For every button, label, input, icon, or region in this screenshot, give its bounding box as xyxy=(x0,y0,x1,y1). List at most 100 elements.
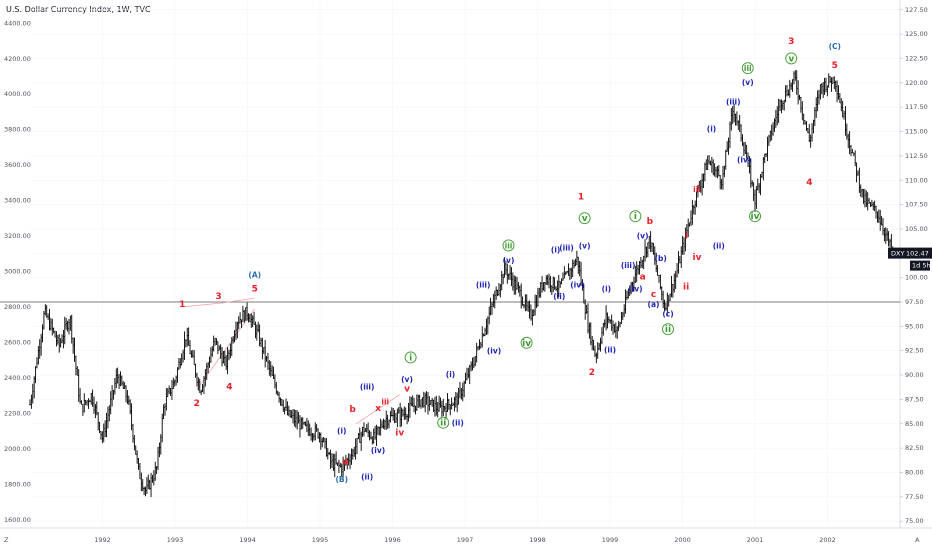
wave-label: ii xyxy=(440,419,446,429)
time-axis[interactable]: 1992 1993 1994 1995 1996 1997 1998 1999 2000 2001… xyxy=(94,536,836,544)
left-price-axis: 1600.00 1800.00 2000.00 2200.00 2400.00 2600.… xyxy=(4,19,31,524)
wave-label: a xyxy=(640,273,646,283)
wave-label: 5 xyxy=(832,61,838,71)
right-tick-label: 77.50 xyxy=(905,493,924,501)
wave-label: (iv) xyxy=(570,280,584,289)
wave-circle xyxy=(785,52,798,65)
wave-circle xyxy=(404,351,417,364)
wave-label: iii xyxy=(744,64,752,73)
wave-label: (iii) xyxy=(621,261,636,270)
price-bars xyxy=(29,70,894,498)
wave-label: i xyxy=(685,232,688,242)
wave-label: (v) xyxy=(742,78,754,87)
wave-label: 4 xyxy=(806,178,812,188)
wave-label: iv xyxy=(395,428,404,438)
wave-label: (v) xyxy=(401,375,413,384)
wave-circle xyxy=(662,323,674,336)
left-tick-label: 3000.00 xyxy=(4,268,31,276)
wave-label: (ii) xyxy=(713,241,725,250)
wave-circle xyxy=(749,210,761,223)
left-tick-label: 1600.00 xyxy=(4,516,31,524)
time-tick-label: 1997 xyxy=(457,536,474,544)
wave-label: c xyxy=(651,290,656,300)
wave-label: iv xyxy=(751,212,760,222)
wave-circle xyxy=(437,416,450,429)
price-tag: DXY 102.47 1d 5h xyxy=(888,247,932,271)
axis-corner-left[interactable]: Z xyxy=(4,536,9,544)
left-tick-label: 3200.00 xyxy=(4,232,31,240)
left-tick-label: 2000.00 xyxy=(4,445,31,453)
right-tick-label: 107.50 xyxy=(905,201,928,209)
wave-guide-line xyxy=(356,394,400,425)
wave-label: (v) xyxy=(503,256,515,265)
grid xyxy=(0,0,932,529)
wave-circle xyxy=(502,239,515,252)
left-tick-label: 2600.00 xyxy=(4,339,31,347)
wave-label: (i) xyxy=(337,427,346,436)
right-tick-label: 85.00 xyxy=(905,420,924,428)
wave-label: (i) xyxy=(602,284,611,293)
right-price-axis[interactable]: 75.00 77.50 80.00 82.50 85.00 87.50 90.00 92.50… xyxy=(900,6,928,525)
left-tick-label: 3600.00 xyxy=(4,161,31,169)
left-tick-label: 4000.00 xyxy=(4,90,31,98)
right-tick-label: 87.50 xyxy=(905,395,924,403)
wave-label: 5 xyxy=(252,284,258,294)
wave-label: (iv) xyxy=(487,347,501,356)
left-tick-label: 3800.00 xyxy=(4,126,31,134)
left-tick-label: 1800.00 xyxy=(4,481,31,489)
wave-label: iii xyxy=(381,397,389,406)
right-tick-label: 95.00 xyxy=(905,322,924,330)
wave-label: (B) xyxy=(335,475,348,484)
wave-label: (iii) xyxy=(476,280,491,289)
time-tick-label: 2001 xyxy=(747,536,764,544)
price-tag-symbol: DXY xyxy=(891,250,904,258)
time-tick-label: 2002 xyxy=(819,536,836,544)
wave-label: (A) xyxy=(248,271,261,280)
wave-label: b xyxy=(647,217,654,227)
axis-corner-right[interactable]: A xyxy=(915,536,920,544)
wave-label: (ii) xyxy=(361,472,373,481)
right-tick-label: 110.00 xyxy=(905,176,928,184)
wave-guides xyxy=(182,297,400,425)
right-tick-label: 125.00 xyxy=(905,30,928,38)
time-tick-label: 1998 xyxy=(529,536,546,544)
wave-label: iii xyxy=(693,185,701,194)
wave-label: 1 xyxy=(179,300,185,310)
right-tick-label: 90.00 xyxy=(905,371,924,379)
wave-label: (iv) xyxy=(628,284,642,293)
wave-label: (iii) xyxy=(360,383,375,392)
right-tick-label: 122.50 xyxy=(905,54,928,62)
time-tick-label: 1992 xyxy=(94,536,111,544)
wave-label: 2 xyxy=(194,399,200,409)
left-tick-label: 2800.00 xyxy=(4,303,31,311)
wave-circle xyxy=(629,210,642,223)
wave-label: iv xyxy=(693,253,702,263)
wave-label: b xyxy=(349,405,356,415)
wave-label: (iv) xyxy=(737,156,751,165)
wave-label: (b) xyxy=(655,254,667,263)
wave-label: i xyxy=(634,212,637,222)
right-tick-label: 82.50 xyxy=(905,444,924,452)
right-tick-label: 97.50 xyxy=(905,298,924,306)
wave-label: a xyxy=(342,458,348,468)
right-tick-label: 75.00 xyxy=(905,517,924,525)
wave-label: 4 xyxy=(226,383,232,393)
wave-label: ii xyxy=(683,282,689,292)
left-tick-label: 4200.00 xyxy=(4,55,31,63)
wave-label: (v) xyxy=(579,241,591,250)
wave-guide-line xyxy=(182,297,255,308)
right-tick-label: 120.00 xyxy=(905,79,928,87)
wave-label: iv xyxy=(522,339,531,349)
wave-label: (c) xyxy=(662,310,673,319)
wave-circle xyxy=(741,62,754,75)
left-tick-label: 3400.00 xyxy=(4,197,31,205)
wave-label: (iii) xyxy=(559,243,574,252)
wave-label: 3 xyxy=(215,292,221,302)
time-tick-label: 1994 xyxy=(239,536,256,544)
wave-labels: 1234(A)5(B)(i)ab(ii)(iii)x(iv)iiiiv(v)vi… xyxy=(179,37,841,484)
wave-label: (i) xyxy=(551,245,560,254)
wave-label: (ii) xyxy=(553,292,565,301)
wave-label: (v) xyxy=(637,232,649,241)
